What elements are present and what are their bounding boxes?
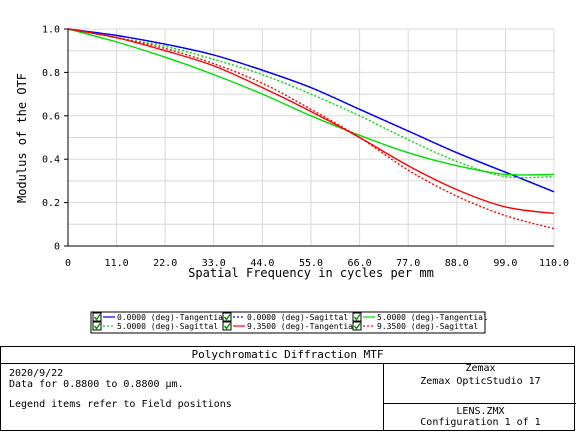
x-tick-label: 110.0 [539,258,569,269]
series-line-3 [67,28,555,179]
y-tick-label: 0.4 [42,155,60,166]
legend-checkbox-0[interactable] [92,312,102,322]
x-tick-label: 88.0 [445,258,469,269]
legend-note-text: Legend items refer to Field positions [9,399,232,410]
legend-label-4: 9.3500 (deg)-Tangential [247,322,358,331]
legend-label-5: 9.3500 (deg)-Sagittal [377,322,478,331]
configuration-text: Configuration 1 of 1 [420,417,541,428]
legend-box [90,311,486,334]
legend-checkbox-5[interactable] [352,321,362,331]
x-axis-title: Spatial Frequency in cycles per mm [188,266,434,280]
info-footer: Polychromatic Diffraction MTF 2020/9/22 … [0,346,576,431]
grid [67,28,555,247]
x-tick-label: 0 [65,258,71,269]
series-line-1 [67,28,555,193]
legend-label-0: 0.0000 (deg)-Tangential [117,313,228,322]
company-text: Zemax [465,363,496,374]
y-tick-label: 0.2 [42,198,60,209]
legend-label-3: 5.0000 (deg)-Sagittal [117,322,218,331]
y-tick-label: 1.0 [42,25,60,36]
legend-label-1: 0.0000 (deg)-Sagittal [247,313,348,322]
file-box: LENS.ZMX Configuration 1 of 1 [383,404,576,431]
x-tick-label: 33.0 [202,258,226,269]
y-tick-label: 0.6 [42,111,60,122]
legend-checkbox-2[interactable] [352,312,362,322]
product-text: Zemax OpticStudio 17 [420,376,541,387]
file-name-text: LENS.ZMX [456,406,505,417]
series-line-2 [67,28,555,176]
legend-checkbox-3[interactable] [92,321,102,331]
legend-checkbox-1[interactable] [222,312,232,322]
x-tick-label: 11.0 [105,258,129,269]
series-line-4 [67,28,555,215]
x-ticks: 0 11.0 22.0 33.0 44.0 55.0 66.0 77.0 88.0 99.0 110… [65,258,569,269]
date-text: 2020/9/22 [9,368,64,379]
mtf-chart: 0 0.2 0.4 0.6 0.8 1.0 0 11.0 22.0 33.0 44.0 55.0 66… [15,25,569,334]
series-line-5 [67,28,555,230]
x-tick-label: 55.0 [299,258,323,269]
x-tick-label: 66.0 [348,258,372,269]
series-lines [67,28,555,230]
legend-checkbox-4[interactable] [222,321,232,331]
y-ticks: 0 0.2 0.4 0.6 0.8 1.0 [42,25,68,253]
wavelength-range-text: Data for 0.8800 to 0.8800 µm. [9,379,184,390]
x-tick-label: 22.0 [153,258,177,269]
y-tick-label: 0.8 [42,68,60,79]
x-tick-label: 44.0 [250,258,274,269]
y-axis-title: Modulus of the OTF [15,73,29,203]
plot-title: Polychromatic Diffraction MTF [1,347,574,364]
legend-label-2: 5.0000 (deg)-Tangential [377,313,488,322]
y-tick-label: 0 [54,242,60,253]
x-tick-label: 77.0 [396,258,420,269]
x-tick-label: 99.0 [493,258,517,269]
legend: 0.0000 (deg)-Tangential 0.0000 (deg)-Sagi… [90,311,488,334]
software-box: Zemax Zemax OpticStudio 17 [383,363,576,404]
